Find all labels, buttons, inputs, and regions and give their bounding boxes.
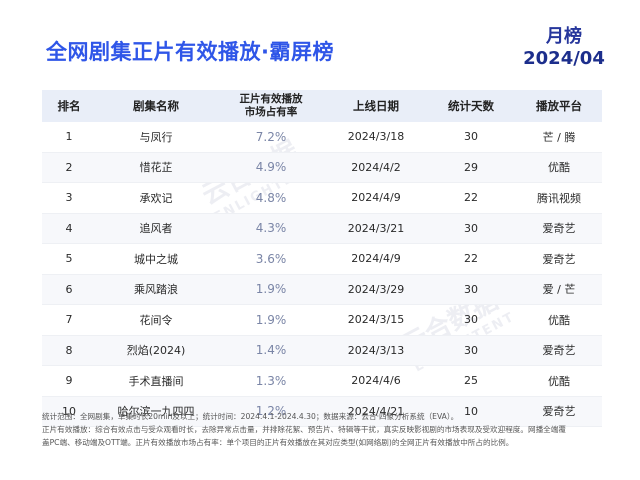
rank-cell: 1 [65,130,73,144]
name-cell: 城中之城 [134,252,178,266]
footnote-line: 盖PC端、移动端及OTT端。正片有效播放市场占有率：单个项目的正片有效播放在其对… [42,438,514,447]
header: 全网剧集正片有效播放·霸屏榜 月榜 2024/04 [0,0,640,88]
days-cell: 25 [464,374,478,388]
share-cell: 7.2% [255,129,287,144]
table-body: 1 与凤行 7.2% 2024/3/18 30 芒 / 腾 2 惜花芷 4.9% 2024/4/2… [42,122,602,427]
date-cell: 2024/4/6 [351,374,401,388]
name-cell: 烈焰(2024) [126,344,186,358]
table-row: 6 乘风踏浪 1.9% 2024/3/29 30 爱 / 芒 [42,274,602,305]
days-cell: 10 [464,404,478,418]
share-cell: 1.4% [255,343,287,358]
badge-period: 2024/04 [523,48,605,69]
platform-cell: 腾讯视频 [537,191,581,205]
share-cell: 1.2% [255,404,287,419]
days-cell: 30 [464,221,478,235]
table-row: 7 花间令 1.9% 2024/3/15 30 优酷 [42,305,602,336]
share-cell: 4.3% [255,221,287,236]
platform-cell: 爱奇艺 [542,405,576,419]
column-header: 排名 [57,99,81,113]
platform-cell: 优酷 [548,374,570,388]
rank-cell: 5 [65,252,73,266]
date-cell: 2024/4/9 [351,191,401,205]
platform-cell: 爱奇艺 [542,252,576,266]
column-header: 统计天数 [448,99,494,113]
share-cell: 4.9% [255,160,287,175]
name-cell: 手术直播间 [128,374,184,388]
date-cell: 2024/4/21 [347,404,405,418]
column-header: 上线日期 [353,99,399,113]
days-cell: 22 [464,191,478,205]
footnote-line: 正片有效播放：综合有效点击与受众观看时长，去除异常点击量，并排除花絮、预告片、特… [42,425,566,434]
table-row: 9 手术直播间 1.3% 2024/4/6 25 优酷 [42,366,602,397]
column-header: 播放平台 [536,99,582,113]
name-cell: 承欢记 [139,191,173,205]
column-header-line: 市场占有率 [244,106,298,118]
date-cell: 2024/3/29 [347,282,405,296]
platform-cell: 爱奇艺 [542,344,576,358]
platform-cell: 优酷 [548,313,570,327]
days-cell: 30 [464,313,478,327]
date-cell: 2024/3/13 [347,343,405,357]
column-header: 正片有效播放 市场占有率 [216,93,326,119]
table-row: 3 承欢记 4.8% 2024/4/9 22 腾讯视频 [42,183,602,214]
table-row: 8 烈焰(2024) 1.4% 2024/3/13 30 爱奇艺 [42,335,602,366]
name-cell: 花间令 [139,313,173,327]
share-cell: 1.3% [255,373,287,388]
date-cell: 2024/3/18 [347,130,405,144]
rank-cell: 4 [65,221,73,235]
column-header: 剧集名称 [133,99,179,113]
name-cell: 追风者 [139,222,173,236]
rank-cell: 2 [65,160,73,174]
page-title: 全网剧集正片有效播放·霸屏榜 [46,40,334,64]
period-badge: 月榜 2024/04 [518,26,610,74]
table-row: 4 追风者 4.3% 2024/3/21 30 爱奇艺 [42,213,602,244]
rank-cell: 9 [65,374,73,388]
name-cell: 乘风踏浪 [134,283,178,297]
name-cell: 与凤行 [139,130,173,144]
date-cell: 2024/3/21 [347,221,405,235]
days-cell: 29 [464,160,478,174]
platform-cell: 爱奇艺 [542,222,576,236]
rank-cell: 6 [65,282,73,296]
days-cell: 30 [464,343,478,357]
date-cell: 2024/4/2 [351,160,401,174]
table-header: 排名 剧集名称 正片有效播放 市场占有率 上线日期 统计天数 播放平台 [42,90,602,122]
table-row: 5 城中之城 3.6% 2024/4/9 22 爱奇艺 [42,244,602,275]
table-row: 2 惜花芷 4.9% 2024/4/2 29 优酷 [42,152,602,183]
rank-cell: 3 [65,191,73,205]
date-cell: 2024/4/9 [351,252,401,266]
share-cell: 3.6% [255,251,287,266]
share-cell: 4.8% [255,190,287,205]
date-cell: 2024/3/15 [347,313,405,327]
platform-cell: 爱 / 芒 [542,283,576,297]
footnote-line: 统计范围：全网剧集，单集时长20min及以上；统计时间：2024.4.1-202… [42,412,459,421]
name-cell: 哈尔滨一九四四 [117,405,195,419]
name-cell: 惜花芷 [139,161,173,175]
share-cell: 1.9% [255,282,287,297]
platform-cell: 优酷 [548,161,570,175]
column-header-line: 正片有效播放 [239,93,303,105]
rank-cell: 10 [62,404,76,418]
table-row: 1 与凤行 7.2% 2024/3/18 30 芒 / 腾 [42,122,602,153]
platform-cell: 芒 / 腾 [542,130,576,144]
table-row: 10 哈尔滨一九四四 1.2% 2024/4/21 10 爱奇艺 [42,396,602,427]
rank-cell: 7 [65,313,73,327]
share-cell: 1.9% [255,312,287,327]
days-cell: 30 [464,130,478,144]
badge-label: 月榜 [546,26,582,47]
days-cell: 30 [464,282,478,296]
rank-cell: 8 [65,343,73,357]
days-cell: 22 [464,252,478,266]
ranking-table: 排名 剧集名称 正片有效播放 市场占有率 上线日期 统计天数 播放平台 1 与凤行 7… [42,90,602,427]
footnote: 统计范围：全网剧集，单集时长20min及以上；统计时间：2024.4.1-202… [42,410,602,449]
